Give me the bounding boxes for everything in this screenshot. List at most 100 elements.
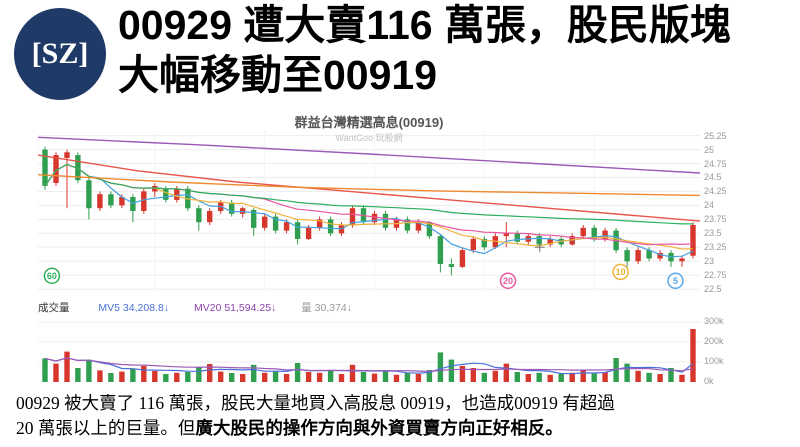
long-ma-red [38,154,700,222]
candle-body [86,180,92,209]
candle-body [64,152,70,158]
candle-body [426,222,433,237]
candle-body [262,216,268,228]
long-ma-orange [38,174,700,197]
volume-bar [536,372,542,382]
candle-body [514,233,520,242]
volume-tick: 200k [704,336,724,346]
ma-badge-label: 60 [47,271,57,281]
volume-bar [459,366,466,382]
candle-body [283,222,290,231]
volume-bar [42,358,48,382]
ma-badge-label: 5 [673,276,678,286]
price-axis: 25.25 25 24.75 24.5 24.25 24 23.75 23.5 23.25 23 2… [704,130,756,295]
volume-bar [207,364,213,382]
volume-label: 成交量 [38,302,70,314]
volume-bar [75,368,81,382]
sz-logo-text: [SZ] [31,37,89,70]
candle-body [415,222,422,231]
volume-header: 成交量 MV5 34,208.8↓ MV20 51,594.25↓ 量 30,3… [38,300,738,315]
volume-bar [514,372,520,382]
price-tick: 24 [704,200,715,211]
volume-bar [349,364,356,382]
volume-bar [294,363,301,382]
candle-body [602,230,608,239]
volume-bar [547,374,553,382]
volume-bar [185,372,191,382]
volume-bar [426,370,433,382]
volume-bar [251,364,257,382]
ma-badge-60[interactable] [43,267,61,285]
mv20-label: MV20 51,594.25↓ [193,302,277,314]
headline-line-1: 00929 遭大賣116 萬張，股民版塊 [118,2,731,48]
headline: 00929 遭大賣116 萬張，股民版塊 大幅移動至00919 [118,0,794,100]
candle-body [272,216,279,231]
chart-title: 群益台灣精選高息(00919) [294,115,444,130]
volume-bar [338,374,345,382]
candle-body [470,238,476,251]
volume-bar [602,372,608,382]
price-tick: 25.25 [704,130,727,141]
price-chart-area[interactable]: 60 20 10 5 [38,130,700,292]
volume-bar [240,374,246,382]
ma-badge-10[interactable] [612,263,629,281]
candle-body [42,149,48,186]
candle-body [635,250,641,262]
stock-chart-panel: 群益台灣精選高息(00919) WantGoo 玩股網 60 20 10 5 25.2… [30,106,790,388]
ma-line-ma60 [44,163,693,225]
candle-body [690,225,696,256]
volume-bar [679,374,685,382]
candle-body [251,209,257,228]
volume-bar [569,372,575,382]
volume-bar [174,372,180,382]
volume-chart[interactable] [38,318,700,382]
candle-body [624,250,630,262]
price-tick: 24.25 [704,186,727,197]
volume-bar [272,371,279,382]
volume-chart-area[interactable] [38,318,700,382]
volume-bar [470,368,476,382]
volume-bar [481,372,487,382]
volume-bar [503,363,509,382]
candle-body [163,188,169,200]
volume-bar [415,374,422,382]
volume-bar [613,358,619,382]
candle-body [349,208,356,225]
price-tick: 23.25 [704,242,727,253]
ma-badge-5[interactable] [667,272,684,290]
mv5-label: MV5 34,208.8↓ [98,302,170,314]
candle-body [119,197,125,206]
volume-bar [635,370,641,382]
caption-line-2-bold: 廣大股民的操作方向與外資買賣方向正好相反。 [195,417,563,438]
crosshair-marker [534,242,545,253]
price-tick: 23.5 [704,228,722,239]
price-chart[interactable]: 60 20 10 5 [38,130,700,292]
sz-logo: [SZ] [14,8,106,100]
volume-bar [690,329,696,382]
candle-body [108,194,114,206]
ma-badge-label: 10 [616,267,626,277]
long-ma-purple [38,136,700,174]
candle-body [97,194,103,209]
volume-value-label: 量 30,374↓ [301,302,353,314]
candle-body [371,213,378,223]
volume-tick: 300k [704,316,724,326]
caption-line-2-normal: 20 萬張以上的巨量。但 [16,417,196,438]
volume-tick: 0k [704,376,714,386]
volume-bar [580,370,586,382]
ma-badge-20[interactable] [499,272,517,290]
candle-body [646,250,652,259]
volume-bar [371,373,378,382]
volume-bar [382,370,389,382]
price-tick: 23 [704,256,715,267]
volume-bar [316,372,323,382]
volume-bar [657,374,663,382]
candle-body [679,258,685,262]
candle-body [53,155,59,183]
candle-body [580,227,586,237]
volume-bar [130,368,136,382]
candle-body [240,208,246,214]
volume-bar [404,372,411,382]
candle-body [207,211,213,223]
volume-bar [53,363,59,382]
